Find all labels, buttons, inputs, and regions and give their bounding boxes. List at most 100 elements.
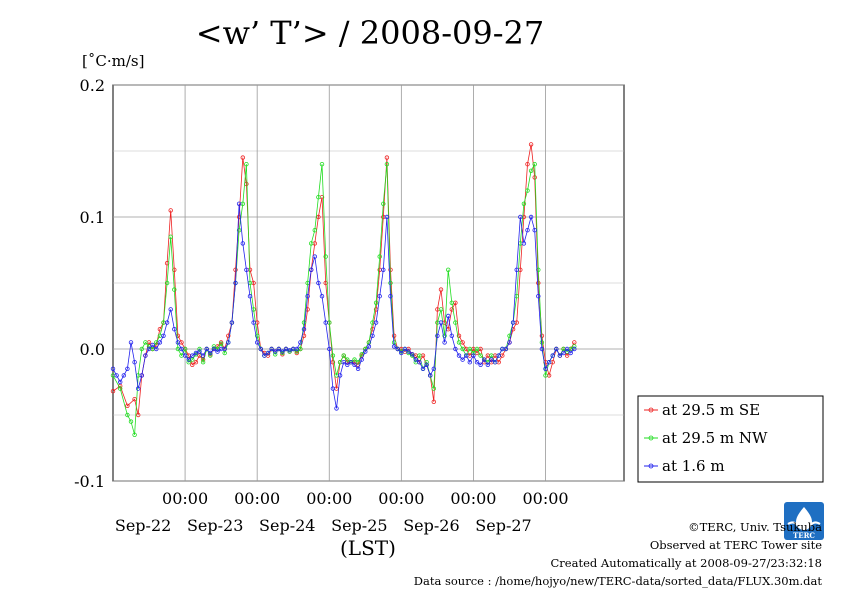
data-point [182, 353, 188, 358]
data-point [460, 357, 465, 362]
data-point [294, 349, 299, 354]
data-point [467, 346, 472, 352]
data-point [226, 340, 231, 345]
data-point [240, 241, 245, 246]
data-point [355, 366, 361, 371]
legend-marker [648, 435, 654, 441]
data-point [135, 412, 141, 418]
data-point [172, 287, 177, 292]
data-point [190, 353, 195, 358]
data-point [283, 346, 289, 352]
data-point [435, 333, 440, 338]
data-point [424, 360, 429, 365]
series-2 [110, 201, 577, 411]
data-point [222, 346, 227, 352]
data-point [525, 161, 530, 167]
data-point [546, 360, 552, 365]
data-point [521, 241, 527, 246]
data-point [539, 346, 545, 352]
legend-label: at 29.5 m NW [662, 429, 768, 447]
legend-marker [648, 407, 654, 413]
data-point [251, 320, 256, 325]
credit-created: Created Automatically at 2008-09-27/23:3… [550, 556, 823, 570]
data-point [117, 379, 123, 385]
data-point [172, 267, 177, 272]
legend-label: at 1.6 m [662, 457, 725, 475]
data-point [316, 194, 321, 200]
x-tick-time: 00:00 [306, 489, 352, 508]
data-point [543, 373, 548, 378]
data-point [528, 168, 534, 173]
data-point [453, 320, 458, 325]
data-point [200, 353, 206, 358]
x-axis-label: (LST) [340, 536, 396, 560]
data-point [464, 353, 469, 358]
data-point [146, 346, 152, 352]
data-point [276, 346, 281, 352]
data-point [110, 366, 116, 371]
data-point [345, 357, 350, 362]
data-point [496, 353, 501, 358]
data-point [186, 357, 191, 362]
data-point [258, 346, 263, 352]
terc-logo: TERC [784, 502, 824, 540]
data-point [273, 352, 278, 357]
data-point [363, 349, 368, 354]
data-point [309, 241, 314, 246]
data-point [543, 366, 548, 371]
data-point [305, 294, 310, 299]
data-point [514, 267, 519, 272]
data-point [273, 349, 278, 354]
data-point [521, 201, 527, 206]
data-point [222, 350, 227, 356]
data-point [168, 208, 173, 213]
data-point [413, 357, 418, 362]
data-point [525, 227, 530, 233]
data-point [442, 340, 447, 345]
data-point [312, 227, 317, 233]
data-point [550, 353, 555, 358]
data-point [186, 360, 191, 365]
data-point [406, 349, 411, 354]
data-point [244, 267, 249, 272]
data-point [218, 341, 224, 346]
data-point [139, 346, 144, 352]
data-point [229, 320, 235, 325]
data-point [312, 254, 317, 259]
data-point [446, 313, 451, 319]
data-point [179, 346, 184, 352]
data-point [330, 353, 336, 358]
data-point [233, 280, 238, 286]
data-point [255, 333, 260, 338]
data-point [208, 353, 213, 358]
data-point [381, 267, 386, 272]
data-point [474, 346, 480, 352]
data-point [388, 294, 393, 299]
data-point [391, 344, 397, 349]
data-point [359, 357, 364, 362]
x-tick-date: Sep-27 [475, 516, 531, 535]
data-point [211, 346, 217, 352]
data-point [164, 280, 170, 286]
data-point [518, 214, 523, 220]
data-point [125, 366, 130, 371]
data-point [384, 214, 390, 220]
data-point [510, 320, 516, 325]
data-point [438, 320, 444, 325]
x-tick-date: Sep-22 [115, 516, 171, 535]
axis-layer: 0.2 0.1 0.0 -0.1 00:00 Sep-22 00:00 Sep-23 00:00… [74, 76, 568, 535]
credit-source: Data source : /home/hojyo/new/TERC-data/… [413, 574, 822, 588]
data-point [121, 373, 126, 378]
data-point [532, 227, 537, 233]
data-point [536, 294, 541, 299]
data-point [190, 362, 195, 367]
data-point [233, 267, 238, 272]
data-point [168, 234, 173, 239]
data-point [301, 327, 307, 332]
data-point [384, 155, 390, 160]
data-point [135, 386, 141, 391]
data-point [125, 403, 130, 408]
data-point [197, 349, 202, 354]
data-point [492, 360, 498, 365]
